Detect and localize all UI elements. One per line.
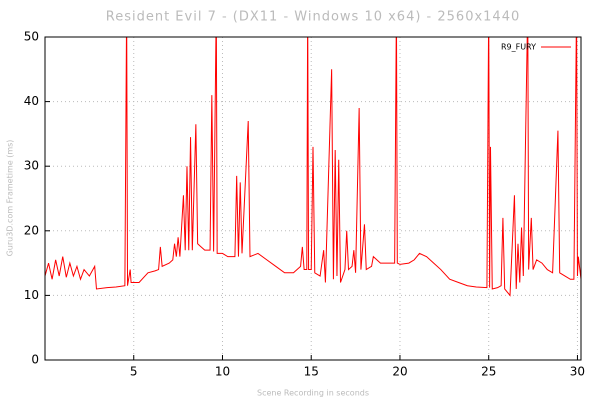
y-axis-label: Guru3D.com Frametime (ms) <box>6 140 15 257</box>
y-tick-label: 50 <box>24 30 39 44</box>
x-tick-label: 20 <box>392 365 407 379</box>
x-axis-label: Scene Recording in seconds <box>257 389 369 398</box>
x-tick-label: 10 <box>215 365 230 379</box>
y-tick-label: 0 <box>31 353 39 367</box>
x-tick-label: 30 <box>570 365 585 379</box>
plot-frame <box>44 36 582 361</box>
x-tick-label: 5 <box>130 365 138 379</box>
series-line <box>45 37 581 297</box>
legend-label: R9_FURY <box>501 43 536 52</box>
y-tick-label: 30 <box>24 159 39 173</box>
y-tick-label: 40 <box>24 94 39 108</box>
plot-area <box>45 37 581 297</box>
x-tick-label: 25 <box>481 365 496 379</box>
y-tick-label: 10 <box>24 288 39 302</box>
x-tick-label: 15 <box>304 365 319 379</box>
chart-title: Resident Evil 7 - (DX11 - Windows 10 x64… <box>106 10 521 25</box>
y-tick-label: 20 <box>24 223 39 237</box>
